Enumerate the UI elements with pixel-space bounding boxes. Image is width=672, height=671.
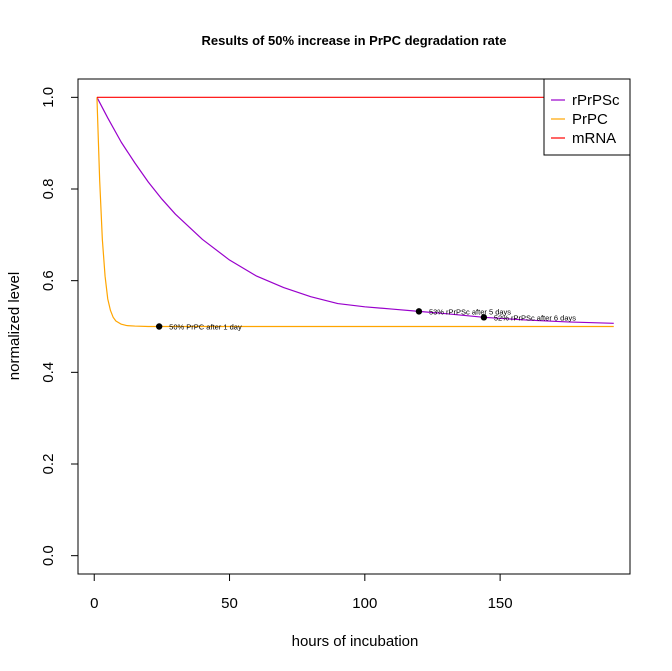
legend-entry: PrPC [572,111,608,128]
annotation-point [155,323,163,330]
y-tick-label: 0.4 [40,362,57,383]
y-tick-label: 0.6 [40,270,57,291]
x-tick-label: 50 [221,595,238,612]
legend-box [543,78,631,156]
legend: rPrPSc PrPC mRNA [543,78,631,156]
annotation-layer: 50% PrPC after 1 day 53% rPrPSc after 5 d… [155,307,576,332]
y-axis: 0.0 0.2 0.4 0.6 0.8 1.0 [40,87,79,566]
y-tick-label: 0.2 [40,454,57,475]
x-axis-label: hours of incubation [292,633,419,650]
legend-entry: rPrPSc [572,92,620,109]
annotation-label: 52% rPrPSc after 6 days [494,313,576,322]
y-tick-label: 0.8 [40,179,57,200]
annotation-point [415,308,423,315]
series-line-prpc [96,97,614,328]
x-tick-label: 0 [90,595,98,612]
x-tick-label: 150 [488,595,513,612]
y-axis-label: normalized level [6,272,23,380]
y-tick-label: 0.0 [40,545,57,566]
legend-entry: mRNA [572,130,616,147]
chart-title: Results of 50% increase in PrPC degradat… [202,33,507,48]
series-layer [96,96,614,328]
annotation-point [480,314,488,321]
y-tick-label: 1.0 [40,87,57,108]
x-tick-label: 100 [352,595,377,612]
series-line-rprpsc [96,97,614,324]
annotation-label: 53% rPrPSc after 5 days [429,307,511,316]
annotation-label: 50% PrPC after 1 day [169,323,242,332]
x-axis: 0 50 100 150 [90,573,513,612]
